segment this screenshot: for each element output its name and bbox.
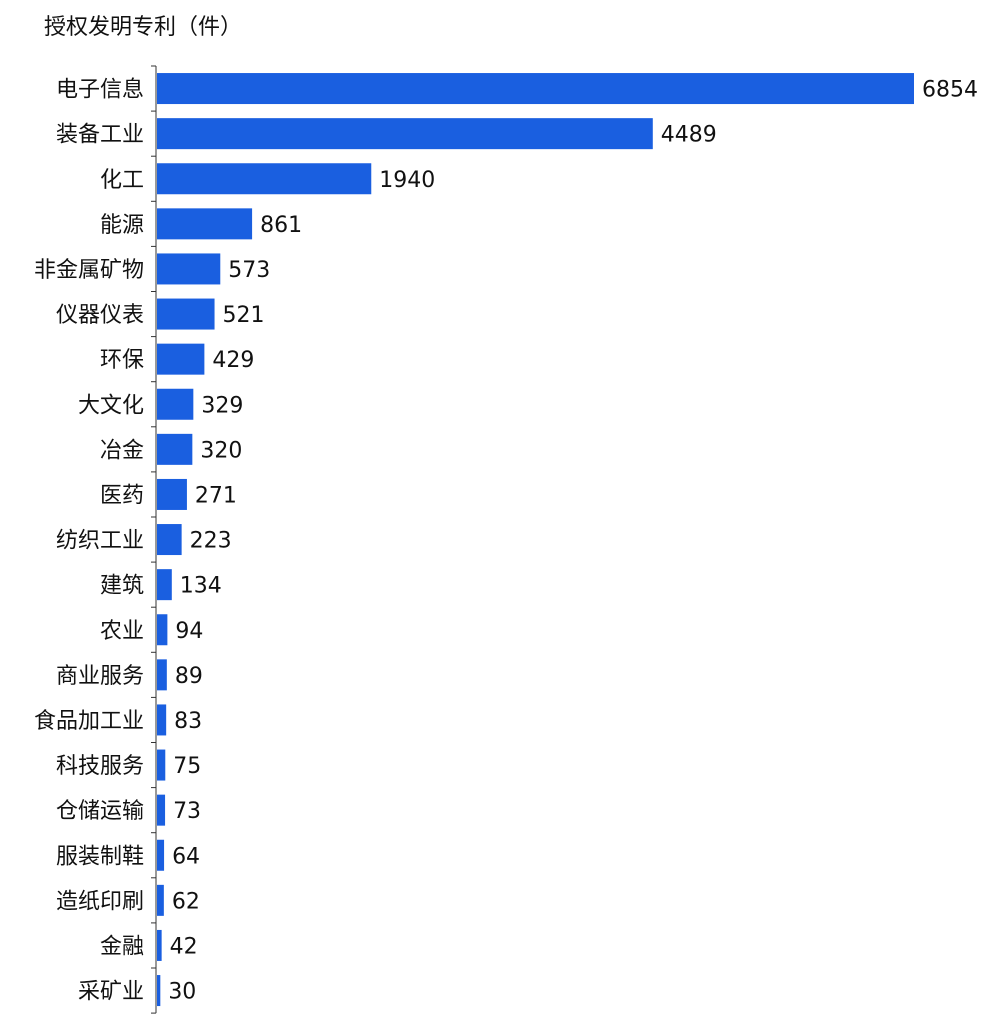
bar-14 — [157, 704, 167, 736]
bar-0 — [157, 73, 914, 105]
category-label: 电子信息 — [56, 78, 144, 103]
value-label: 30 — [168, 980, 196, 1005]
category-label: 食品加工业 — [34, 709, 144, 734]
category-label: 纺织工业 — [56, 529, 144, 554]
bar-11 — [157, 569, 172, 601]
value-label: 6854 — [922, 78, 978, 103]
bar-9 — [157, 478, 187, 510]
bar-7 — [157, 388, 194, 420]
category-label: 采矿业 — [78, 980, 144, 1005]
value-label: 271 — [195, 483, 237, 508]
chart-title: 授权发明专利（件） — [44, 15, 242, 40]
category-label: 非金属矿物 — [34, 258, 144, 283]
bar-18 — [157, 884, 164, 916]
value-label: 320 — [200, 438, 242, 463]
category-label: 金融 — [100, 934, 144, 959]
labels-layer: 电子信息 6854 装备工业 4489 化工 1940 能源 861 非金属矿物 573 仪器仪表 5… — [34, 78, 978, 1005]
category-label: 大文化 — [78, 393, 144, 418]
value-label: 329 — [201, 393, 243, 418]
value-label: 73 — [173, 799, 201, 824]
category-label: 服装制鞋 — [56, 844, 144, 869]
bar-20 — [157, 975, 161, 1007]
value-label: 521 — [223, 303, 265, 328]
category-label: 造纸印刷 — [56, 889, 144, 914]
value-label: 42 — [170, 934, 198, 959]
category-label: 医药 — [100, 483, 144, 508]
category-label: 商业服务 — [56, 664, 144, 689]
value-label: 83 — [174, 709, 202, 734]
bar-16 — [157, 794, 166, 826]
category-label: 环保 — [100, 348, 144, 373]
category-label: 能源 — [100, 213, 144, 238]
value-label: 62 — [172, 889, 200, 914]
bar-8 — [157, 433, 193, 465]
bar-5 — [157, 298, 215, 330]
y-axis — [151, 65, 157, 1014]
bar-17 — [157, 839, 165, 871]
bar-12 — [157, 614, 168, 646]
category-label: 装备工业 — [56, 123, 144, 148]
category-label: 建筑 — [100, 574, 144, 599]
value-label: 223 — [190, 529, 232, 554]
value-label: 64 — [172, 844, 200, 869]
value-label: 4489 — [661, 123, 717, 148]
value-label: 75 — [173, 754, 201, 779]
bars-layer — [157, 73, 914, 1007]
value-label: 573 — [228, 258, 270, 283]
bar-10 — [157, 524, 182, 556]
bar-4 — [157, 253, 221, 285]
bar-2 — [157, 163, 372, 195]
value-label: 89 — [175, 664, 203, 689]
value-label: 134 — [180, 574, 222, 599]
value-label: 429 — [212, 348, 254, 373]
value-label: 94 — [175, 619, 203, 644]
category-label: 仓储运输 — [56, 799, 144, 824]
category-label: 科技服务 — [56, 754, 144, 779]
bar-13 — [157, 659, 167, 691]
category-label: 农业 — [100, 619, 144, 644]
bar-1 — [157, 118, 653, 150]
category-label: 化工 — [100, 168, 144, 193]
category-label: 冶金 — [100, 438, 144, 463]
bar-6 — [157, 343, 205, 375]
bar-15 — [157, 749, 166, 781]
bar-3 — [157, 208, 253, 240]
category-label: 仪器仪表 — [56, 303, 144, 328]
bar-19 — [157, 929, 162, 961]
value-label: 861 — [260, 213, 302, 238]
value-label: 1940 — [379, 168, 435, 193]
